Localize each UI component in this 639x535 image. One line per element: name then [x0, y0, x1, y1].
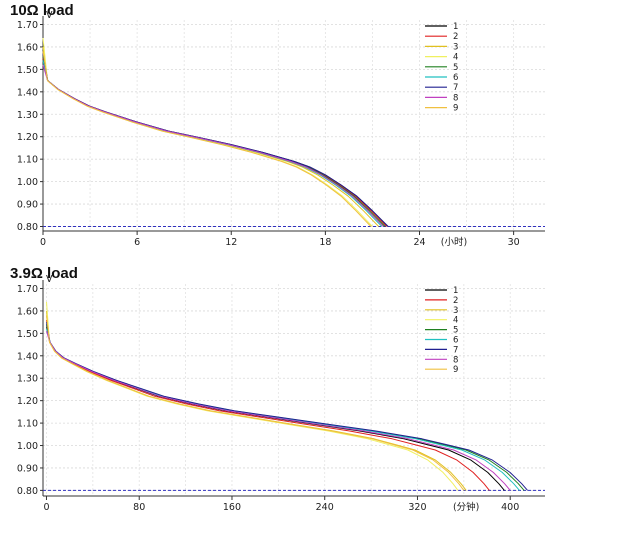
c1-y-tick-label: 0.90	[17, 200, 38, 211]
c1-y-tick-label: 0.80	[17, 222, 38, 233]
c1-x-tick-label: 12	[225, 237, 237, 248]
c1-x-tick-label: 24	[413, 237, 425, 248]
c1-series-line-8	[42, 64, 384, 227]
c2-legend-label-7: 7	[453, 345, 458, 355]
c2-x-tick-label: 80	[133, 502, 145, 513]
c2-series-line-6	[46, 328, 520, 491]
c1-y-tick-label: 1.00	[17, 177, 38, 188]
c2-y-axis-label: V	[46, 274, 53, 285]
c2-series-line-8	[46, 330, 511, 491]
c1-y-tick-label: 1.60	[17, 42, 38, 53]
c2-series-line-9	[46, 315, 465, 491]
c2-series-line-4	[46, 301, 459, 491]
c1-legend-label-5: 5	[453, 63, 458, 73]
c1-y-tick-label: 1.20	[17, 132, 38, 143]
c2-y-tick-label: 0.90	[17, 463, 38, 474]
c2-x-tick-label: 320	[408, 502, 426, 513]
c2-y-tick-label: 1.10	[17, 419, 38, 430]
c1-series-line-7	[42, 53, 389, 227]
c1-y-axis-label: V	[46, 10, 53, 21]
c1-series-line-9	[42, 51, 372, 227]
c2-x-tick-label: 400	[501, 502, 519, 513]
c2-y-tick-label: 1.50	[17, 329, 38, 340]
c1-x-tick-label: 18	[319, 237, 331, 248]
c1-series-line-6	[42, 60, 383, 227]
c1-legend-label-4: 4	[453, 53, 458, 63]
chart-title-2: 3.9Ω load	[10, 265, 78, 282]
c2-y-tick-label: 1.70	[17, 284, 38, 295]
c1-x-unit-label: (小时)	[441, 236, 467, 248]
c2-legend-label-8: 8	[453, 355, 458, 365]
c2-x-tick-label: 240	[316, 502, 334, 513]
c2-legend-label-6: 6	[453, 336, 458, 346]
c2-x-unit-label: (分钟)	[453, 501, 479, 513]
c1-x-tick-label: 6	[134, 237, 140, 248]
c2-series-line-2	[46, 319, 490, 491]
c2-y-tick-label: 0.80	[17, 486, 38, 497]
c1-x-tick-label: 30	[508, 237, 520, 248]
c1-y-tick-label: 1.70	[17, 20, 38, 31]
c1-y-tick-label: 1.40	[17, 87, 38, 98]
c2-legend-label-2: 2	[453, 296, 458, 306]
c1-legend-label-6: 6	[453, 73, 458, 83]
c1-series-line-4	[42, 37, 373, 227]
c2-y-tick-label: 1.20	[17, 396, 38, 407]
c2-x-tick-label: 0	[43, 502, 49, 513]
c1-y-tick-label: 1.50	[17, 65, 38, 76]
c1-legend-label-8: 8	[453, 93, 458, 103]
c2-y-tick-label: 1.30	[17, 374, 38, 385]
c2-legend-label-3: 3	[453, 306, 458, 316]
c1-legend-label-3: 3	[453, 42, 458, 52]
c2-legend-label-9: 9	[453, 365, 458, 375]
c2-y-tick-label: 1.40	[17, 351, 38, 362]
c2-x-tick-label: 160	[223, 502, 241, 513]
c1-x-tick-label: 0	[40, 237, 46, 248]
c2-legend-label-5: 5	[453, 326, 458, 336]
c1-legend-label-2: 2	[453, 32, 458, 42]
c1-legend-label-1: 1	[453, 22, 458, 32]
chart-title-1: 10Ω load	[10, 2, 74, 19]
c1-y-tick-label: 1.10	[17, 155, 38, 166]
c2-legend-label-1: 1	[453, 286, 458, 296]
c1-y-tick-label: 1.30	[17, 110, 38, 121]
c1-legend-label-7: 7	[453, 83, 458, 93]
c2-legend-label-4: 4	[453, 316, 458, 326]
c1-legend-label-9: 9	[453, 104, 458, 114]
c2-y-tick-label: 1.00	[17, 441, 38, 452]
c2-y-tick-label: 1.60	[17, 306, 38, 317]
